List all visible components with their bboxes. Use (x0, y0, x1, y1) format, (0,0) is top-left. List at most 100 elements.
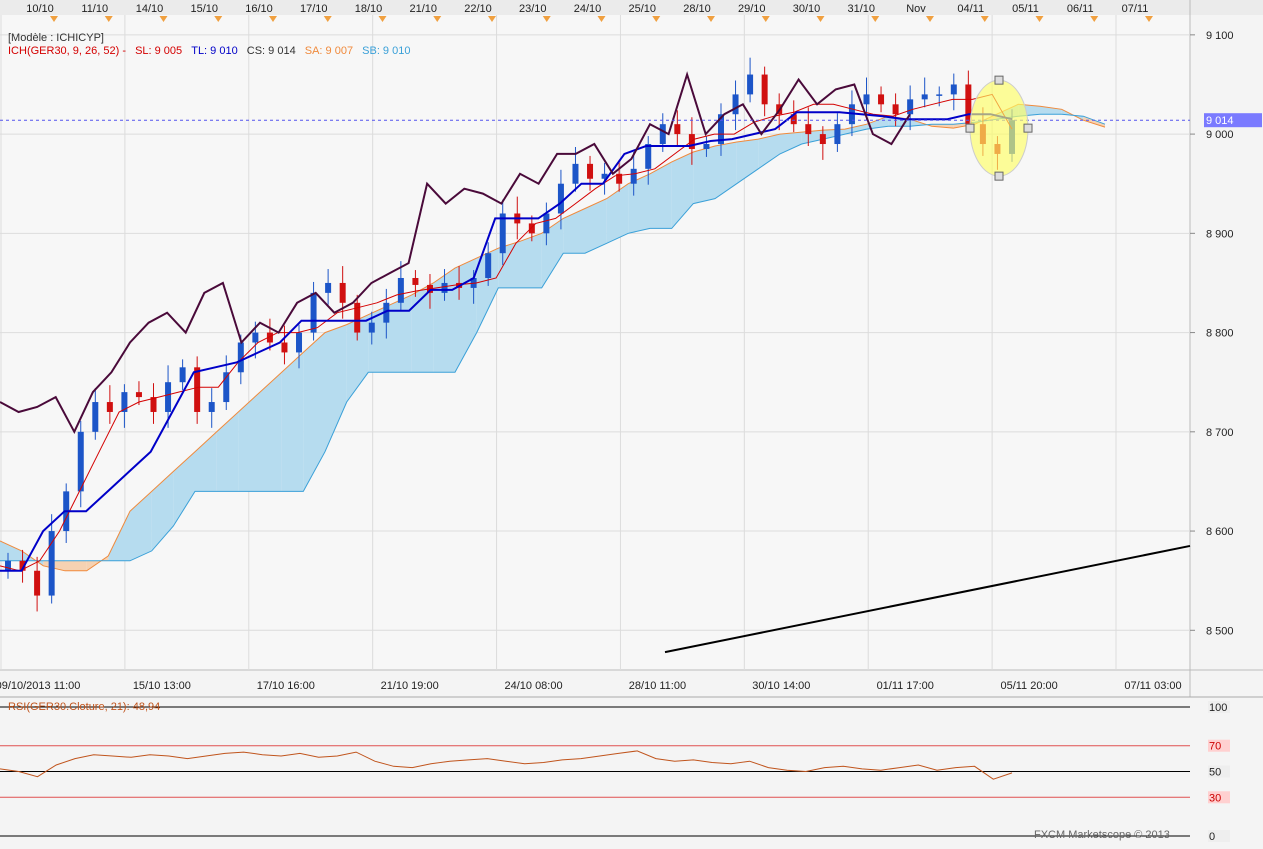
top-date-label: 11/10 (81, 3, 108, 15)
top-date-label: 24/10 (574, 3, 602, 15)
price-tick-label: 8 500 (1206, 625, 1234, 637)
highlight-ellipse (969, 79, 1029, 177)
candle-up (121, 392, 128, 412)
date-marker (542, 16, 551, 22)
rsi-label: RSI(GER30.Cloture, 21): 48,94 (8, 701, 161, 713)
top-date-label: 10/10 (26, 3, 54, 15)
date-marker (761, 16, 770, 22)
candle-down (194, 367, 201, 412)
price-tick-label: 9 100 (1206, 30, 1234, 42)
top-date-label: 28/10 (683, 3, 711, 15)
trend-line (664, 544, 1191, 654)
bottom-time-label: 09/10/2013 11:00 (0, 680, 80, 692)
top-date-label: 18/10 (355, 3, 383, 15)
senkou-span-a-line (0, 103, 1106, 572)
rsi-level-label: 100 (1209, 702, 1227, 714)
cloud-segment (130, 491, 152, 561)
price-tick-label: 8 700 (1206, 427, 1234, 439)
candle-down (19, 560, 26, 571)
cloud-segment (606, 183, 629, 244)
rsi-level-tag (1208, 765, 1230, 778)
candle-up (310, 292, 317, 333)
cloud-segment (845, 124, 867, 135)
candle-down (965, 84, 972, 125)
top-date-label: 07/11 (1122, 3, 1149, 15)
candle-down (528, 223, 535, 234)
date-marker (433, 16, 442, 22)
candle-down (892, 104, 899, 115)
candle-down (339, 282, 346, 303)
cloud-segment (541, 218, 564, 288)
candle-up (659, 124, 666, 145)
date-marker (323, 16, 332, 22)
date-marker (652, 16, 661, 22)
candle-up (717, 114, 724, 145)
cloud-segment (1040, 106, 1062, 115)
candle-up (325, 282, 332, 293)
cloud-segment (476, 248, 499, 333)
candle-up (165, 382, 172, 412)
candle-up (223, 372, 230, 403)
price-tick-label: 8 600 (1206, 526, 1234, 538)
current-price-tag (1204, 113, 1262, 128)
cloud-segment (715, 142, 737, 199)
candle-up (77, 431, 84, 492)
top-date-label: 29/10 (738, 3, 766, 15)
top-date-label: Nov (906, 3, 926, 15)
bottom-time-label: 28/10 11:00 (629, 680, 686, 692)
top-date-label: 14/10 (136, 3, 164, 15)
cloud-segment (563, 208, 585, 254)
candle-up (441, 282, 448, 293)
top-date-label: 25/10 (628, 3, 656, 15)
top-date-label: 16/10 (245, 3, 273, 15)
cloud-segment (1083, 116, 1105, 128)
bottom-time-label: 07/11 03:00 (1124, 680, 1181, 692)
date-marker (926, 16, 934, 22)
ellipse-handle (1023, 123, 1033, 133)
legend-indicator-name: ICH(GER30, 9, 26, 52) - (8, 45, 126, 57)
cloud-segment (173, 451, 195, 527)
candle-up (732, 94, 739, 115)
candle-down (878, 94, 885, 105)
top-date-label: 17/10 (300, 3, 328, 15)
candle-up (48, 531, 55, 596)
candle-up (296, 332, 303, 353)
cloud-segment (151, 471, 174, 551)
candle-up (368, 322, 375, 333)
bottom-time-label: 17/10 16:00 (257, 680, 315, 692)
cloud-segment (216, 411, 239, 492)
cloud-segment (758, 134, 780, 169)
candle-down (106, 402, 113, 412)
date-marker (269, 16, 277, 22)
candle-down (805, 124, 812, 135)
senkou-span-b-line (0, 113, 1106, 562)
top-date-label: 22/10 (464, 3, 492, 15)
cloud-segment (65, 560, 87, 571)
ellipse-handle (994, 171, 1004, 181)
cloud-segment (520, 233, 542, 288)
candle-up (645, 144, 652, 169)
cloud-segment (303, 332, 325, 492)
cloud-segment (585, 198, 607, 254)
candle-up (936, 94, 943, 96)
cloud-segment (433, 268, 455, 373)
indicator-legend: ICH(GER30, 9, 26, 52) - SL: 9 005 TL: 9 … (8, 45, 410, 57)
candle-up (907, 99, 914, 115)
cloud-segment (411, 282, 434, 373)
bottom-time-label: 15/10 13:00 (133, 680, 191, 692)
top-date-label: 30/10 (793, 3, 821, 15)
candle-up (834, 124, 841, 145)
candle-down (587, 163, 594, 179)
top-date-label: 04/11 (957, 3, 984, 15)
candle-down (412, 277, 419, 285)
cloud-segment (281, 352, 304, 492)
date-marker (214, 16, 223, 22)
candle-up (572, 163, 579, 184)
price-tick-label: 8 900 (1206, 228, 1234, 240)
date-marker (707, 16, 715, 22)
current-price-label: 9 014 (1206, 115, 1234, 127)
cloud-segment (650, 161, 672, 229)
candle-down (266, 332, 273, 343)
date-marker (104, 16, 113, 22)
